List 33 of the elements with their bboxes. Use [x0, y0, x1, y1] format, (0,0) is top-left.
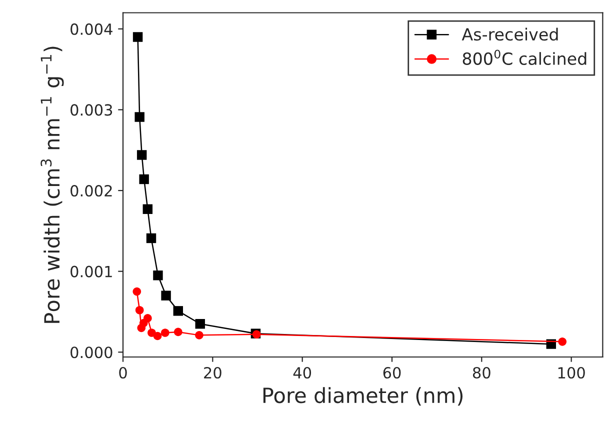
point — [153, 332, 162, 340]
point — [135, 306, 144, 314]
point — [132, 32, 143, 42]
legend-label: 800$^{0}$C calcined — [462, 50, 586, 65]
x-tick-label: 20 — [204, 366, 222, 379]
point — [132, 287, 142, 296]
y-tick-label: 0.004 — [70, 23, 112, 35]
legend-label: As-received — [462, 28, 558, 41]
point — [161, 290, 171, 300]
point — [558, 337, 567, 346]
x-tick-label: 100 — [558, 366, 585, 379]
y-axis-title: Pore width (cm$^{3}$ nm$^{−1}$ g$^{−1}$) — [40, 46, 64, 323]
x-tick-label: 80 — [472, 366, 490, 379]
x-axis-title: Pore diameter (nm) — [263, 387, 463, 406]
point — [153, 270, 163, 280]
point — [134, 112, 144, 122]
point — [195, 319, 205, 329]
point — [139, 174, 149, 184]
point — [143, 314, 152, 322]
x-tick-label: 60 — [383, 366, 401, 379]
point — [160, 328, 170, 337]
point — [146, 233, 156, 244]
y-tick-label: 0.000 — [70, 346, 112, 358]
point — [136, 150, 147, 160]
y-tick-label: 0.002 — [70, 184, 112, 197]
point — [174, 328, 182, 336]
x-tick-label: 0 — [119, 366, 127, 379]
y-tick-label: 0.003 — [70, 104, 112, 116]
y-tick-label: 0.001 — [70, 266, 112, 278]
point — [173, 306, 184, 316]
point — [195, 331, 204, 340]
x-tick-label: 40 — [293, 366, 312, 379]
point — [142, 204, 153, 214]
